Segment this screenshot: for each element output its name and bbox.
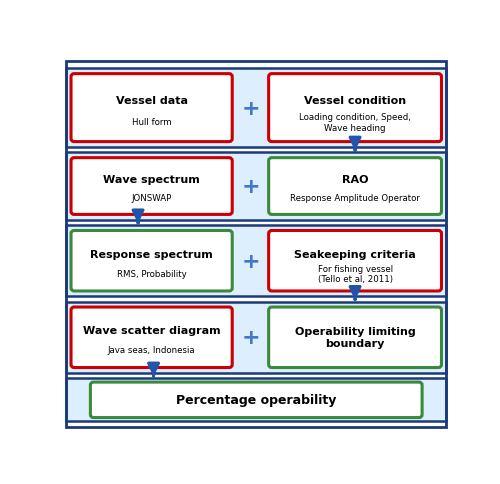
FancyBboxPatch shape <box>71 307 232 368</box>
FancyBboxPatch shape <box>71 75 232 142</box>
FancyBboxPatch shape <box>90 382 422 418</box>
Text: +: + <box>241 251 260 271</box>
Text: JONSWAP: JONSWAP <box>132 194 172 203</box>
FancyBboxPatch shape <box>268 158 442 215</box>
FancyBboxPatch shape <box>71 158 232 215</box>
Text: +: + <box>241 328 260 348</box>
FancyBboxPatch shape <box>66 153 446 220</box>
FancyBboxPatch shape <box>268 307 442 368</box>
Text: Percentage operability: Percentage operability <box>176 393 336 407</box>
Text: Vessel condition: Vessel condition <box>304 95 406 106</box>
Text: Response Amplitude Operator: Response Amplitude Operator <box>290 194 420 203</box>
FancyBboxPatch shape <box>71 231 232 291</box>
FancyBboxPatch shape <box>66 378 446 422</box>
Text: Loading condition, Speed,
Wave heading: Loading condition, Speed, Wave heading <box>299 113 411 132</box>
Text: Wave spectrum: Wave spectrum <box>104 175 200 185</box>
FancyBboxPatch shape <box>66 302 446 373</box>
FancyBboxPatch shape <box>268 75 442 142</box>
Text: +: + <box>241 177 260 197</box>
FancyBboxPatch shape <box>66 69 446 148</box>
Text: Response spectrum: Response spectrum <box>90 249 213 259</box>
Text: Vessel data: Vessel data <box>116 95 188 106</box>
Text: RMS, Probability: RMS, Probability <box>117 269 186 278</box>
Text: Hull form: Hull form <box>132 118 172 127</box>
Text: Java seas, Indonesia: Java seas, Indonesia <box>108 346 196 355</box>
Text: RAO: RAO <box>342 175 368 185</box>
Text: Wave scatter diagram: Wave scatter diagram <box>83 326 220 335</box>
Text: Seakeeping criteria: Seakeeping criteria <box>294 249 416 259</box>
Text: +: + <box>241 98 260 119</box>
FancyBboxPatch shape <box>268 231 442 291</box>
Text: For fishing vessel
(Tello et al, 2011): For fishing vessel (Tello et al, 2011) <box>318 264 392 284</box>
Text: Operability limiting
boundary: Operability limiting boundary <box>294 327 416 348</box>
FancyBboxPatch shape <box>66 226 446 297</box>
